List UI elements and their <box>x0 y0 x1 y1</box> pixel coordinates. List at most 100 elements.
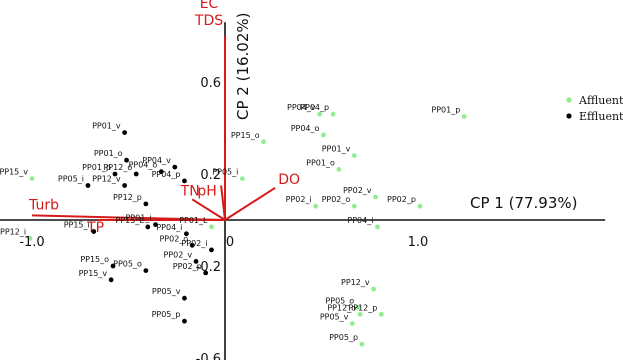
loading-label-tp: TP <box>86 220 104 236</box>
point-effluent <box>189 242 195 248</box>
point-label: PP05_p <box>329 333 358 342</box>
point-label: PP12_o <box>327 303 356 312</box>
point-affluent <box>378 311 384 317</box>
loading-label-ph: pH <box>197 184 216 200</box>
x-tick-label: -1.0 <box>19 235 44 250</box>
point-label: PP02_o <box>159 234 188 243</box>
point-affluent <box>209 224 214 230</box>
point-label: PP02_v <box>343 186 372 195</box>
point-affluent <box>239 176 245 182</box>
point-affluent <box>261 139 266 145</box>
loading-label-ec-tds: EC TDS <box>194 0 223 29</box>
point-effluent <box>143 268 149 273</box>
point-effluent <box>110 263 116 269</box>
loading-arrow-tn <box>191 198 226 221</box>
loading-label-tn: TN <box>180 183 200 199</box>
point-label: PP15_i <box>64 221 90 230</box>
point-effluent <box>182 318 187 324</box>
point-label: PP04_i <box>156 223 182 232</box>
point-affluent <box>317 111 322 117</box>
point-label: PP02_i <box>286 195 312 204</box>
point-label: PP12_o <box>103 163 132 172</box>
point-label: PP01_v <box>92 122 121 131</box>
x-tick-label: 1.0 <box>408 235 429 250</box>
y-tick-label: -0.2 <box>196 260 221 275</box>
point-affluent <box>321 132 326 138</box>
point-effluent <box>158 169 164 175</box>
point-label: PP12_v <box>92 175 121 184</box>
point-label: PP05_o <box>113 260 142 269</box>
point-label: PP12_i <box>0 227 26 236</box>
point-affluent <box>359 341 365 347</box>
point-label: PP01_o <box>94 149 123 158</box>
score-points: PP15_vPP12_iPP01_LPP15_oPP05_iPP04_vPP04… <box>0 103 467 347</box>
point-label: PP05_i <box>58 175 84 184</box>
point-effluent <box>133 171 139 177</box>
point-effluent <box>182 178 187 184</box>
point-label: PP04_o <box>291 124 320 133</box>
loading-arrow-ph <box>220 185 226 221</box>
point-affluent <box>357 311 363 317</box>
y-tick-label: 0.2 <box>200 168 221 183</box>
point-label: PP05_p <box>152 310 181 319</box>
point-effluent <box>172 164 178 170</box>
point-label: PP04_p <box>300 103 329 112</box>
point-label: PP05_i <box>212 168 238 177</box>
point-label: PP04_i <box>347 216 373 225</box>
point-label: PP04_v <box>142 156 171 165</box>
point-label: PP01_L <box>179 216 208 225</box>
legend: Affluent Effluent <box>566 94 623 123</box>
point-label: PP12_p <box>113 193 142 202</box>
point-label: PP12_v <box>341 278 370 287</box>
legend-marker-effluent <box>566 113 572 119</box>
point-affluent <box>373 194 378 200</box>
point-affluent <box>375 224 380 230</box>
loading-label-turb: Turb <box>28 197 59 213</box>
point-effluent <box>124 157 129 163</box>
point-label: PP05_v <box>320 313 349 322</box>
point-label: PP02_p <box>173 262 202 271</box>
point-effluent <box>203 270 209 276</box>
legend-label-effluent: Effluent <box>579 110 623 123</box>
point-effluent <box>145 224 151 230</box>
point-label: PP02_p <box>387 195 416 204</box>
point-affluent <box>371 286 377 292</box>
point-label: PP15_L <box>116 216 145 225</box>
x-axis-title: CP 1 (77.93%) <box>470 194 578 212</box>
point-affluent <box>313 203 319 209</box>
point-effluent <box>91 229 97 234</box>
point-effluent <box>193 259 199 264</box>
point-effluent <box>182 295 187 301</box>
point-label: PP04_v <box>287 103 316 112</box>
point-affluent <box>336 167 342 172</box>
point-label: PP04_p <box>152 170 181 179</box>
point-label: PP02_v <box>163 250 192 259</box>
point-label: PP04_o <box>129 161 158 170</box>
point-affluent <box>330 111 336 117</box>
legend-marker-affluent <box>566 97 572 103</box>
point-label: PP02_o <box>322 195 351 204</box>
point-label: PP01_i <box>125 214 151 223</box>
point-effluent <box>112 171 118 177</box>
point-label: PP05_v <box>152 287 181 296</box>
legend-label-affluent: Affluent <box>578 94 623 107</box>
point-label: PP05_o <box>325 296 354 305</box>
point-label: PP01_v <box>322 145 351 154</box>
y-tick-label: 0.6 <box>200 76 221 91</box>
point-affluent <box>461 114 467 119</box>
loading-label-do: DO <box>278 172 300 188</box>
point-affluent <box>349 321 355 326</box>
point-label: PP01_p <box>82 163 111 172</box>
point-label: PP15_o <box>80 255 109 264</box>
point-label: PP12_p <box>348 303 377 312</box>
point-label: PP15_v <box>0 168 28 177</box>
loading-arrow-do <box>224 186 276 221</box>
point-label: PP01_o <box>306 158 335 167</box>
point-affluent <box>29 176 35 182</box>
point-effluent <box>184 231 189 237</box>
point-effluent <box>108 277 114 283</box>
point-effluent <box>85 183 91 188</box>
point-affluent <box>417 203 423 209</box>
